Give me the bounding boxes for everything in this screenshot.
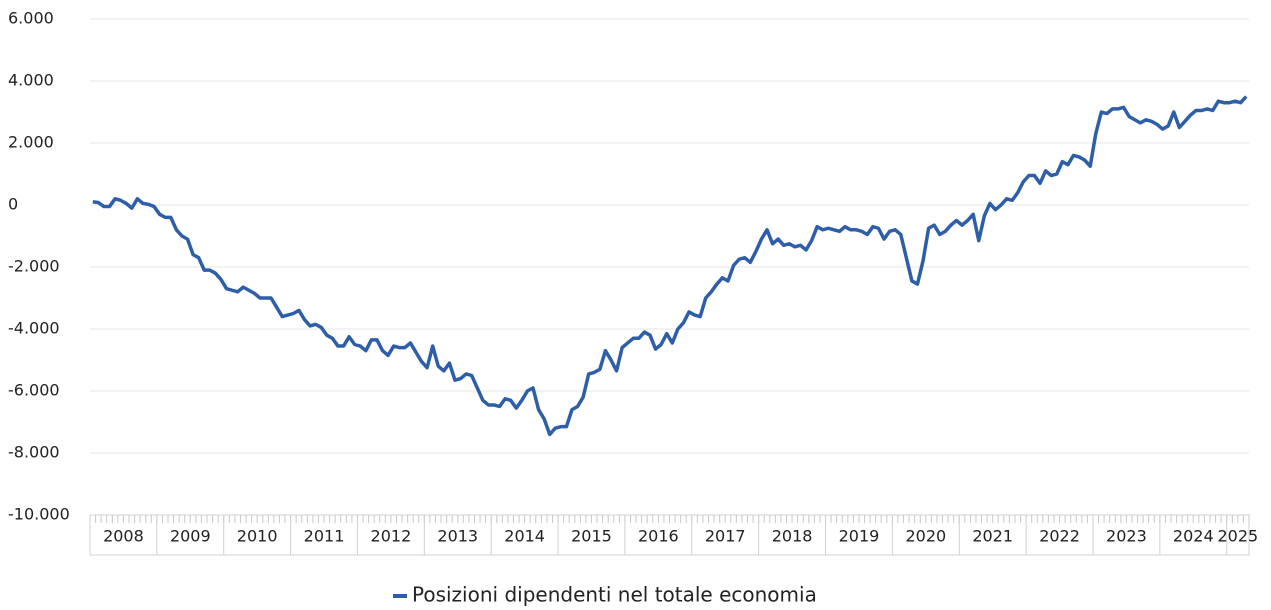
y-tick-label: 6.000 (8, 9, 54, 28)
x-tick-label: 2022 (1039, 527, 1080, 546)
y-tick-label: -6.000 (8, 381, 60, 400)
y-tick-label: 4.000 (8, 71, 54, 90)
x-tick-label: 2021 (972, 527, 1013, 546)
x-tick-label: 2020 (905, 527, 946, 546)
y-tick-label: 0 (8, 195, 18, 214)
y-tick-label: -2.000 (8, 257, 60, 276)
x-tick-label: 2013 (437, 527, 478, 546)
y-tick-label: -8.000 (8, 443, 60, 462)
x-tick-label: 2017 (705, 527, 746, 546)
x-tick-label: 2019 (839, 527, 880, 546)
y-tick-label: -10.000 (8, 505, 70, 524)
y-tick-label: 2.000 (8, 133, 54, 152)
legend-label: Posizioni dipendenti nel totale economia (412, 583, 817, 607)
x-tick-label: 2010 (237, 527, 278, 546)
x-tick-label: 2024 (1173, 527, 1214, 546)
x-tick-label: 2012 (371, 527, 412, 546)
x-tick-label: 2008 (103, 527, 144, 546)
x-tick-label: 2023 (1106, 527, 1147, 546)
x-tick-label: 2018 (772, 527, 813, 546)
x-tick-label: 2009 (170, 527, 211, 546)
x-tick-label: 2016 (638, 527, 679, 546)
y-tick-label: -4.000 (8, 319, 60, 338)
x-tick-label: 2011 (304, 527, 345, 546)
x-tick-label: 2025 (1217, 527, 1258, 546)
x-tick-label: 2015 (571, 527, 612, 546)
series-line (92, 95, 1248, 437)
x-tick-label: 2014 (504, 527, 545, 546)
